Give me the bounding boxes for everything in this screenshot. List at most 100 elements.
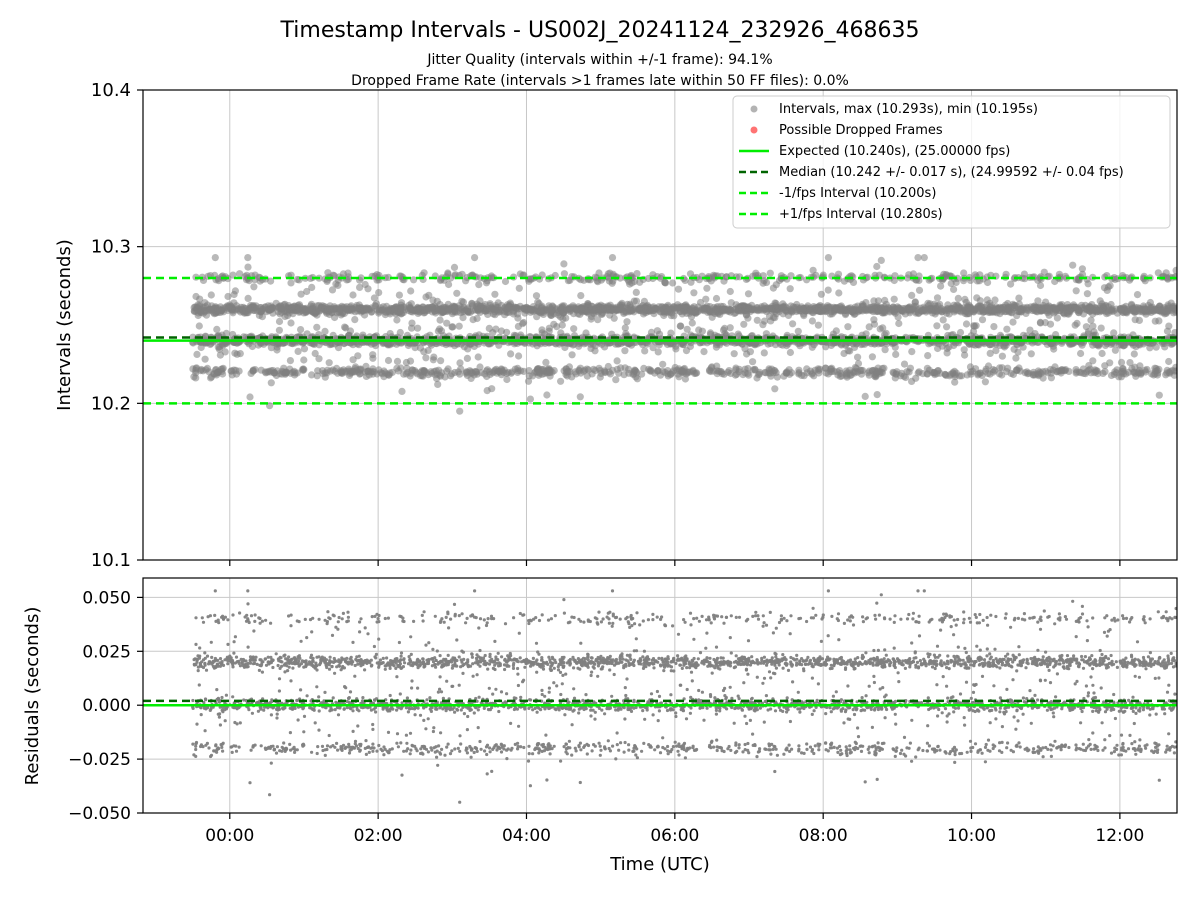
data-point bbox=[557, 377, 565, 385]
data-point bbox=[224, 292, 232, 301]
data-point bbox=[474, 353, 482, 361]
data-point bbox=[1014, 348, 1022, 356]
legend-marker-intervals bbox=[750, 105, 758, 113]
data-point bbox=[435, 649, 439, 653]
data-point bbox=[1024, 306, 1032, 315]
data-point bbox=[476, 274, 485, 282]
data-point bbox=[694, 303, 702, 311]
data-point bbox=[192, 365, 200, 373]
data-point bbox=[373, 614, 377, 618]
data-point bbox=[721, 324, 729, 332]
data-point bbox=[286, 357, 294, 365]
data-point bbox=[641, 709, 645, 713]
data-point bbox=[855, 700, 859, 704]
data-point bbox=[308, 371, 316, 379]
data-point bbox=[429, 296, 437, 304]
data-point bbox=[1036, 319, 1045, 327]
data-point bbox=[1172, 266, 1177, 274]
data-point bbox=[315, 355, 323, 363]
data-point bbox=[960, 269, 968, 277]
data-point bbox=[769, 369, 777, 377]
data-point bbox=[683, 325, 691, 333]
data-point bbox=[732, 366, 740, 374]
data-point bbox=[244, 294, 252, 302]
data-point bbox=[1094, 307, 1102, 315]
data-point bbox=[547, 690, 551, 694]
data-point bbox=[725, 367, 733, 375]
data-point bbox=[943, 323, 951, 331]
data-point bbox=[1034, 297, 1042, 305]
data-point bbox=[527, 744, 531, 748]
data-point bbox=[507, 350, 515, 358]
data-point bbox=[238, 721, 242, 725]
data-point bbox=[1002, 341, 1010, 349]
data-point bbox=[197, 343, 205, 352]
data-point bbox=[349, 356, 357, 364]
data-point bbox=[256, 308, 264, 316]
data-point bbox=[612, 376, 620, 384]
data-point bbox=[577, 369, 585, 377]
data-point bbox=[873, 391, 881, 399]
data-point bbox=[1084, 280, 1092, 288]
data-point bbox=[190, 373, 198, 381]
data-point bbox=[546, 305, 555, 314]
intervals-y-ticks: 10.110.210.310.4 bbox=[91, 80, 143, 571]
data-point bbox=[908, 348, 916, 356]
data-point bbox=[420, 269, 428, 277]
data-point bbox=[202, 366, 210, 374]
data-point bbox=[246, 393, 254, 401]
data-point bbox=[474, 306, 482, 314]
data-point bbox=[434, 380, 442, 388]
data-point bbox=[861, 392, 869, 400]
data-point bbox=[849, 305, 857, 313]
data-point bbox=[393, 364, 401, 372]
data-point bbox=[410, 276, 418, 284]
data-point bbox=[1021, 275, 1029, 283]
data-point bbox=[248, 342, 256, 351]
data-point bbox=[325, 359, 333, 367]
data-point bbox=[1009, 318, 1017, 326]
data-point bbox=[868, 303, 876, 311]
data-point bbox=[331, 696, 335, 700]
data-point bbox=[1007, 705, 1011, 709]
data-point bbox=[788, 308, 796, 316]
data-point bbox=[1108, 305, 1116, 313]
data-point bbox=[1098, 349, 1106, 358]
data-point bbox=[514, 367, 522, 375]
data-point bbox=[949, 625, 953, 629]
data-point bbox=[882, 300, 890, 308]
data-point bbox=[608, 254, 617, 262]
data-point bbox=[357, 274, 365, 282]
data-point bbox=[1089, 322, 1097, 330]
data-point bbox=[780, 372, 788, 380]
data-point bbox=[698, 327, 707, 335]
data-point bbox=[938, 342, 946, 350]
data-point bbox=[649, 344, 657, 352]
data-point bbox=[335, 308, 344, 316]
data-point bbox=[994, 657, 998, 661]
data-point bbox=[424, 305, 432, 313]
data-point bbox=[402, 358, 410, 367]
data-point bbox=[702, 295, 710, 303]
data-point bbox=[1169, 651, 1173, 655]
data-point bbox=[1077, 349, 1085, 358]
data-point bbox=[750, 655, 754, 659]
data-point bbox=[219, 370, 227, 378]
data-point bbox=[543, 391, 551, 399]
data-point bbox=[813, 744, 817, 748]
data-point bbox=[211, 254, 219, 262]
data-point bbox=[653, 367, 661, 375]
data-point bbox=[972, 322, 980, 330]
data-point bbox=[303, 287, 311, 296]
data-point bbox=[1071, 321, 1079, 329]
chart-subtitle-jitter: Jitter Quality (intervals within +/-1 fr… bbox=[426, 52, 772, 68]
data-point bbox=[878, 369, 887, 377]
data-point bbox=[192, 292, 200, 301]
data-point bbox=[700, 348, 708, 356]
data-point bbox=[746, 348, 755, 356]
data-point bbox=[1124, 368, 1133, 376]
data-point bbox=[413, 305, 422, 313]
data-point bbox=[960, 346, 968, 354]
data-point bbox=[1110, 370, 1118, 378]
data-point bbox=[677, 322, 685, 330]
